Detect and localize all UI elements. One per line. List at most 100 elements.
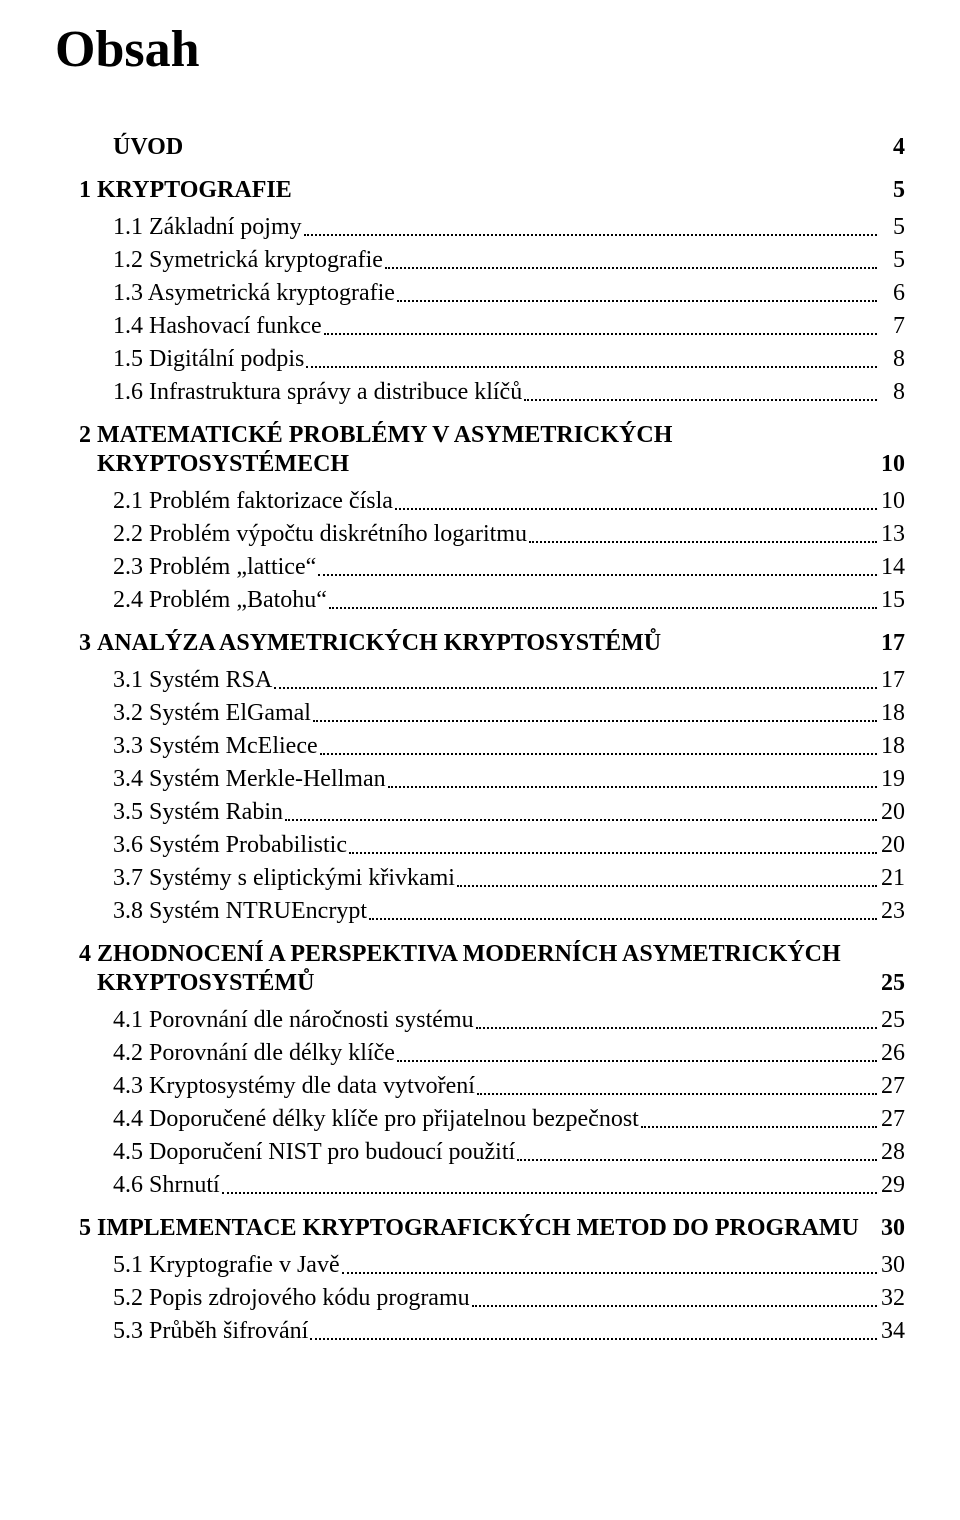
toc-section-label: 3.7 Systémy s eliptickými křivkami: [113, 865, 455, 892]
toc-section-page: 5: [879, 214, 905, 241]
toc-chapter-number: 3: [55, 630, 97, 657]
toc-chapter-title-line: MATEMATICKÉ PROBLÉMY V ASYMETRICKÝCH: [97, 422, 678, 449]
toc-section-page: 5: [879, 247, 905, 274]
toc-section-title: Doporučení NIST pro budoucí použití: [149, 1139, 515, 1165]
toc-section-page: 23: [879, 898, 905, 925]
toc-section-page: 30: [879, 1252, 905, 1279]
toc-section-title: Systém NTRUEncrypt: [149, 898, 367, 924]
toc-section-page: 8: [879, 379, 905, 406]
toc-section-title: Systém RSA: [149, 667, 272, 693]
toc-chapter: 3ANALÝZA ASYMETRICKÝCH KRYPTOSYSTÉMŮ 17: [55, 630, 905, 657]
toc-chapter-page: 10: [875, 451, 905, 478]
toc-section-page: 20: [879, 832, 905, 859]
toc-section-label: 1.6 Infrastruktura správy a distribuce k…: [113, 379, 522, 406]
toc-section-number: 5.2: [113, 1285, 143, 1311]
toc-section-title: Systém Probabilistic: [149, 832, 347, 858]
toc-chapter-page: 17: [875, 630, 905, 657]
toc-section: 2.1 Problém faktorizace čísla10: [55, 488, 905, 515]
toc-chapter: 5IMPLEMENTACE KRYPTOGRAFICKÝCH METOD DO …: [55, 1215, 905, 1242]
toc-section-label: 2.1 Problém faktorizace čísla: [113, 488, 393, 515]
toc-section: 4.1 Porovnání dle náročnosti systému 25: [55, 1007, 905, 1034]
toc-leader-dots: [222, 1191, 877, 1194]
toc-section: 4.6 Shrnutí29: [55, 1172, 905, 1199]
toc-section-label: 1.3 Asymetrická kryptografie: [113, 280, 395, 307]
toc-section-number: 1.4: [113, 313, 143, 339]
toc-section-number: 3.3: [113, 733, 143, 759]
toc-section-number: 1.6: [113, 379, 143, 405]
toc-section-number: 2.3: [113, 554, 143, 580]
toc-chapter-title: ANALÝZA ASYMETRICKÝCH KRYPTOSYSTÉMŮ: [97, 630, 667, 657]
toc-section-page: 13: [879, 521, 905, 548]
toc-section: 1.3 Asymetrická kryptografie 6: [55, 280, 905, 307]
toc-section-label: 4.2 Porovnání dle délky klíče: [113, 1040, 395, 1067]
toc-entry-uvod: ÚVOD 4: [113, 134, 905, 161]
page-title: Obsah: [55, 20, 905, 79]
toc-leader-dots: [395, 507, 877, 510]
toc-leader-dots: [476, 1026, 877, 1029]
toc-chapter-title-line: KRYPTOSYSTÉMECH: [97, 451, 355, 478]
toc-section: 4.3 Kryptosystémy dle data vytvoření 27: [55, 1073, 905, 1100]
toc-leader-dots: [472, 1304, 877, 1307]
toc-section: 4.2 Porovnání dle délky klíče26: [55, 1040, 905, 1067]
toc-section: 3.4 Systém Merkle-Hellman 19: [55, 766, 905, 793]
toc-leader-dots: [306, 365, 877, 368]
toc-section-number: 4.4: [113, 1106, 143, 1132]
toc-chapter-title: IMPLEMENTACE KRYPTOGRAFICKÝCH METOD DO P…: [97, 1215, 865, 1242]
toc-chapter-page: 30: [875, 1215, 905, 1242]
toc-leader-dots: [397, 299, 877, 302]
toc-section-number: 4.6: [113, 1172, 143, 1198]
toc-section-title: Popis zdrojového kódu programu: [149, 1285, 470, 1311]
toc-section-page: 15: [879, 587, 905, 614]
toc-section: 3.2 Systém ElGamal18: [55, 700, 905, 727]
toc-section: 3.8 Systém NTRUEncrypt 23: [55, 898, 905, 925]
toc-section-label: 3.2 Systém ElGamal: [113, 700, 311, 727]
toc-section-page: 18: [879, 733, 905, 760]
toc-section-title: Problém faktorizace čísla: [149, 488, 393, 514]
toc-leader-dots: [274, 686, 877, 689]
toc-section-number: 2.1: [113, 488, 143, 514]
toc-section-number: 3.1: [113, 667, 143, 693]
toc-chapter: 1KRYPTOGRAFIE5: [55, 177, 905, 204]
toc-section-number: 4.5: [113, 1139, 143, 1165]
toc-section-page: 25: [879, 1007, 905, 1034]
toc-section-number: 4.2: [113, 1040, 143, 1066]
toc-leader-dots: [369, 917, 877, 920]
toc-section: 3.3 Systém McEliece 18: [55, 733, 905, 760]
toc-section-label: 4.3 Kryptosystémy dle data vytvoření: [113, 1073, 475, 1100]
toc-section: 4.4 Doporučené délky klíče pro přijateln…: [55, 1106, 905, 1133]
toc-section-page: 27: [879, 1073, 905, 1100]
toc-section: 3.6 Systém Probabilistic 20: [55, 832, 905, 859]
toc-section-label: 1.1 Základní pojmy: [113, 214, 302, 241]
toc-section-title: Porovnání dle náročnosti systému: [149, 1007, 474, 1033]
toc-section-page: 17: [879, 667, 905, 694]
toc-section-label: 3.6 Systém Probabilistic: [113, 832, 347, 859]
toc-section: 5.1 Kryptografie v Javě 30: [55, 1252, 905, 1279]
toc-section-label: 5.3 Průběh šifrování: [113, 1318, 308, 1345]
toc-section-page: 6: [879, 280, 905, 307]
toc-section-title: Kryptografie v Javě: [149, 1252, 340, 1278]
toc-section-label: 4.1 Porovnání dle náročnosti systému: [113, 1007, 474, 1034]
toc-section-label: 2.4 Problém „Batohu“: [113, 587, 327, 614]
toc-section-label: 3.5 Systém Rabin: [113, 799, 283, 826]
toc-section-page: 7: [879, 313, 905, 340]
toc-chapter-title-line: KRYPTOSYSTÉMŮ: [97, 970, 320, 997]
toc-section-title: Systém ElGamal: [149, 700, 311, 726]
toc-section-label: 3.4 Systém Merkle-Hellman: [113, 766, 386, 793]
spacer: [183, 134, 875, 161]
toc-section: 3.7 Systémy s eliptickými křivkami21: [55, 865, 905, 892]
toc-leader-dots: [397, 1059, 877, 1062]
toc-section: 2.2 Problém výpočtu diskrétního logaritm…: [55, 521, 905, 548]
toc-section-title: Systém McEliece: [149, 733, 318, 759]
toc-leader-dots: [313, 719, 877, 722]
toc-section-number: 5.3: [113, 1318, 143, 1344]
toc-section-title: Problém „lattice“: [149, 554, 316, 580]
toc-section-label: 5.1 Kryptografie v Javě: [113, 1252, 340, 1279]
toc-chapter-number: 1: [55, 177, 97, 204]
toc-section-label: 3.8 Systém NTRUEncrypt: [113, 898, 367, 925]
toc-section-page: 19: [879, 766, 905, 793]
toc-section-page: 14: [879, 554, 905, 581]
toc-section-label: 1.5 Digitální podpis: [113, 346, 304, 373]
toc-leader-dots: [388, 785, 877, 788]
toc-section-page: 32: [879, 1285, 905, 1312]
toc-section-label: 3.1 Systém RSA: [113, 667, 272, 694]
